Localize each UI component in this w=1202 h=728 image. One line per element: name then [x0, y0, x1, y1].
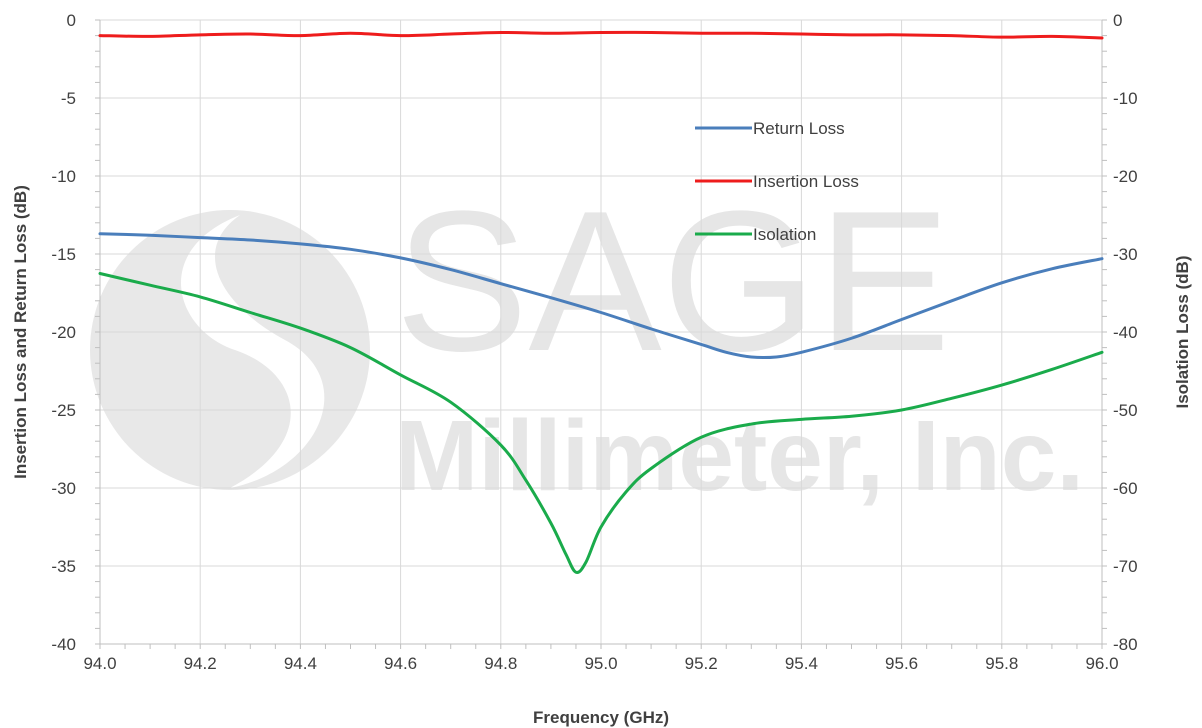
y-right-tick-label: -70: [1113, 557, 1138, 576]
x-tick-label: 94.6: [384, 654, 417, 673]
y-left-tick-label: 0: [67, 11, 76, 30]
legend-label-isolation: Isolation: [753, 225, 816, 244]
watermark-circle: [90, 210, 370, 490]
y-left-tick-label: -40: [51, 635, 76, 654]
series-line-insertion-loss: [98, 30, 1104, 40]
y-left-axis-title: Insertion Loss and Return Loss (dB): [11, 185, 30, 479]
x-tick-label: 95.8: [985, 654, 1018, 673]
series-group: [98, 30, 1104, 574]
x-tick-label: 96.0: [1085, 654, 1118, 673]
plot-frame: [95, 19, 1107, 649]
y-right-tick-label: -80: [1113, 635, 1138, 654]
watermark-subtitle: Millimeter, Inc.: [395, 400, 1084, 512]
x-tick-label: 95.4: [785, 654, 818, 673]
x-tick-labels: 94.0 94.2 94.4 94.6 94.8 95.0 95.2 95.4 95.6 95.8…: [83, 654, 1118, 673]
y-right-tick-label: -20: [1113, 167, 1138, 186]
y-left-tick-label: -20: [51, 323, 76, 342]
y-right-tick-label: -30: [1113, 245, 1138, 264]
x-axis-title: Frequency (GHz): [533, 708, 669, 727]
series-line-return-loss: [98, 232, 1104, 360]
legend-label-return-loss: Return Loss: [753, 119, 845, 138]
x-tick-label: 95.2: [685, 654, 718, 673]
watermark-logo: SAGE Millimeter, Inc.: [90, 170, 1084, 512]
y-left-tick-label: -15: [51, 245, 76, 264]
watermark-title: SAGE: [395, 170, 951, 393]
x-tick-label: 94.2: [184, 654, 217, 673]
y-left-tick-label: -30: [51, 479, 76, 498]
y-right-tick-label: -10: [1113, 89, 1138, 108]
y-right-tick-label: -50: [1113, 401, 1138, 420]
y-right-tick-label: -40: [1113, 323, 1138, 342]
y-right-axis-title: Isolation Loss (dB): [1173, 256, 1192, 409]
x-tick-label: 94.4: [284, 654, 317, 673]
legend-label-insertion-loss: Insertion Loss: [753, 172, 859, 191]
y-left-tick-label: -25: [51, 401, 76, 420]
y-left-tick-labels: 0 -5 -10 -15 -20 -25 -30 -35 -40: [51, 11, 76, 654]
y-left-tick-label: -35: [51, 557, 76, 576]
y-right-tick-label: -60: [1113, 479, 1138, 498]
x-tick-label: 94.8: [484, 654, 517, 673]
legend: Return Loss Insertion Loss Isolation: [695, 119, 859, 244]
grid: [99, 19, 1103, 645]
y-left-tick-label: -5: [61, 89, 76, 108]
x-tick-label: 95.6: [885, 654, 918, 673]
x-tick-label: 94.0: [83, 654, 116, 673]
series-line-isolation: [98, 272, 1104, 574]
x-tick-label: 95.0: [584, 654, 617, 673]
y-right-tick-labels: 0 -10 -20 -30 -40 -50 -60 -70 -80: [1113, 11, 1138, 654]
y-left-tick-label: -10: [51, 167, 76, 186]
y-right-tick-label: 0: [1113, 11, 1122, 30]
watermark-swoosh: [181, 215, 325, 488]
